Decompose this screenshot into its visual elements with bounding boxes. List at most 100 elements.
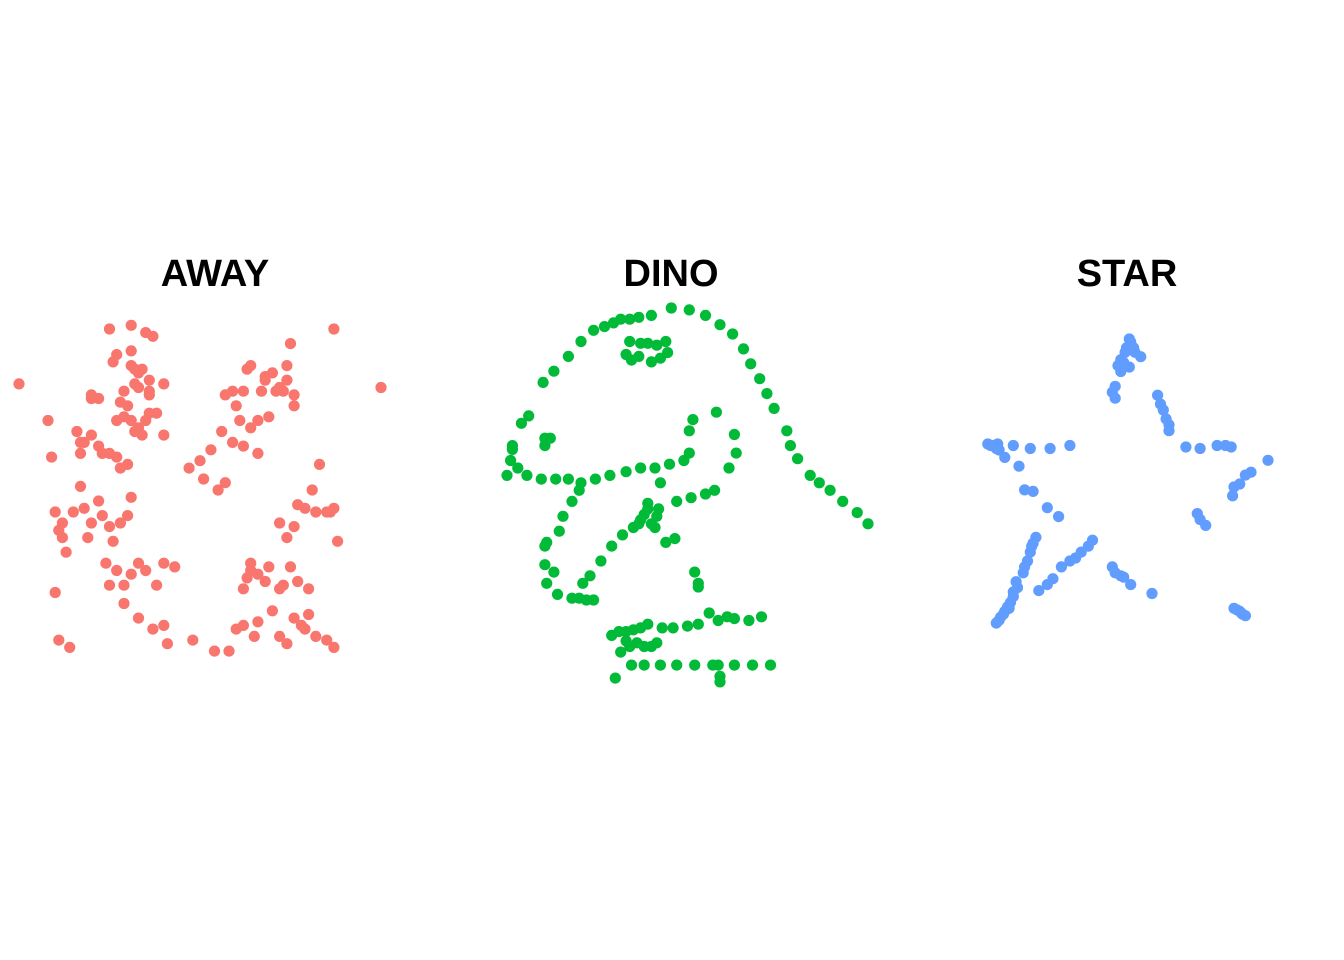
- point-dino-15: [645, 309, 658, 321]
- point-dino-122: [667, 622, 679, 634]
- point-away-94: [158, 619, 170, 632]
- point-away-36: [227, 385, 239, 397]
- point-star-40: [1053, 510, 1065, 523]
- point-dino-59: [660, 335, 672, 348]
- point-dino-90: [548, 566, 560, 578]
- point-away-72: [85, 517, 97, 529]
- points-away: [13, 319, 387, 657]
- point-away-136: [332, 535, 344, 547]
- point-dino-10: [598, 321, 611, 333]
- point-dino-82: [577, 577, 589, 589]
- point-away-145: [53, 634, 65, 646]
- point-star-32: [1180, 441, 1192, 453]
- point-dino-88: [539, 540, 551, 552]
- point-dino-39: [550, 473, 562, 485]
- point-away-33: [284, 338, 297, 350]
- point-away-44: [281, 374, 293, 386]
- point-dino-58: [651, 339, 663, 351]
- point-away-56: [151, 407, 163, 419]
- point-dino-121: [656, 622, 668, 634]
- point-away-57: [158, 429, 170, 441]
- point-star-42: [1262, 454, 1274, 466]
- point-away-143: [60, 546, 72, 558]
- point-dino-20: [727, 328, 739, 340]
- panel-title-dino: DINO: [624, 253, 719, 295]
- point-away-114: [266, 605, 278, 617]
- point-star-47: [1227, 490, 1239, 502]
- point-away-135: [328, 502, 340, 514]
- point-dino-21: [737, 343, 750, 355]
- point-away-98: [223, 645, 235, 657]
- point-away-155: [212, 484, 224, 496]
- point-star-73: [1055, 561, 1067, 573]
- point-dino-32: [837, 495, 849, 507]
- point-away-149: [227, 436, 239, 448]
- point-away-69: [67, 506, 79, 518]
- point-away-119: [299, 623, 311, 635]
- point-away-117: [288, 612, 300, 624]
- point-star-83: [1125, 579, 1137, 591]
- point-star-39: [1041, 502, 1053, 514]
- point-star-41: [1019, 484, 1031, 496]
- point-star-38: [1027, 485, 1039, 497]
- point-dino-38: [535, 473, 547, 485]
- point-away-58: [71, 425, 83, 438]
- point-dino-0: [501, 469, 513, 481]
- point-away-92: [132, 612, 145, 624]
- point-away-107: [252, 568, 264, 580]
- point-dino-12: [615, 313, 627, 325]
- point-dino-55: [624, 335, 636, 348]
- point-away-132: [313, 458, 326, 470]
- point-dino-84: [566, 495, 578, 507]
- point-dino-1: [505, 454, 517, 467]
- point-dino-109: [703, 607, 715, 619]
- point-dino-9: [588, 324, 600, 336]
- point-dino-130: [651, 637, 663, 649]
- point-away-43: [277, 385, 289, 397]
- point-dino-80: [595, 555, 607, 567]
- point-dino-25: [768, 402, 780, 414]
- point-dino-40: [562, 473, 575, 485]
- point-away-49: [122, 400, 134, 412]
- point-dino-113: [743, 614, 755, 627]
- point-dino-66: [710, 406, 723, 418]
- point-dino-62: [645, 356, 658, 368]
- panel-dino: DINO: [501, 253, 874, 688]
- point-away-90: [169, 561, 181, 573]
- point-star-72: [1047, 573, 1059, 585]
- point-away-13: [136, 363, 148, 375]
- point-away-76: [107, 535, 119, 547]
- point-away-86: [132, 557, 145, 569]
- point-dino-97: [654, 477, 667, 489]
- point-dino-144: [609, 672, 621, 684]
- point-dino-71: [699, 488, 712, 500]
- point-dino-78: [616, 529, 629, 541]
- point-away-89: [158, 557, 170, 569]
- point-dino-139: [746, 659, 759, 671]
- point-away-150: [237, 440, 249, 452]
- point-away-95: [161, 638, 173, 650]
- point-dino-57: [642, 337, 654, 349]
- point-star-30: [1044, 442, 1056, 455]
- point-dino-44: [620, 466, 632, 478]
- panel-star: STAR: [982, 253, 1274, 629]
- point-away-139: [49, 506, 61, 518]
- point-away-88: [151, 579, 163, 591]
- point-dino-81: [584, 570, 596, 582]
- point-away-146: [64, 641, 76, 654]
- point-away-39: [245, 422, 257, 434]
- point-away-38: [234, 414, 246, 427]
- point-away-154: [198, 473, 210, 485]
- point-dino-16: [665, 302, 677, 314]
- point-dino-132: [625, 659, 638, 671]
- point-away-156: [219, 477, 231, 489]
- point-dino-17: [683, 304, 695, 316]
- point-away-153: [183, 462, 195, 474]
- point-away-30: [266, 367, 278, 379]
- point-away-142: [56, 532, 68, 544]
- point-dino-51: [687, 414, 699, 426]
- point-star-82: [1118, 571, 1130, 583]
- point-star-33: [1194, 442, 1206, 455]
- point-dino-83: [573, 484, 585, 496]
